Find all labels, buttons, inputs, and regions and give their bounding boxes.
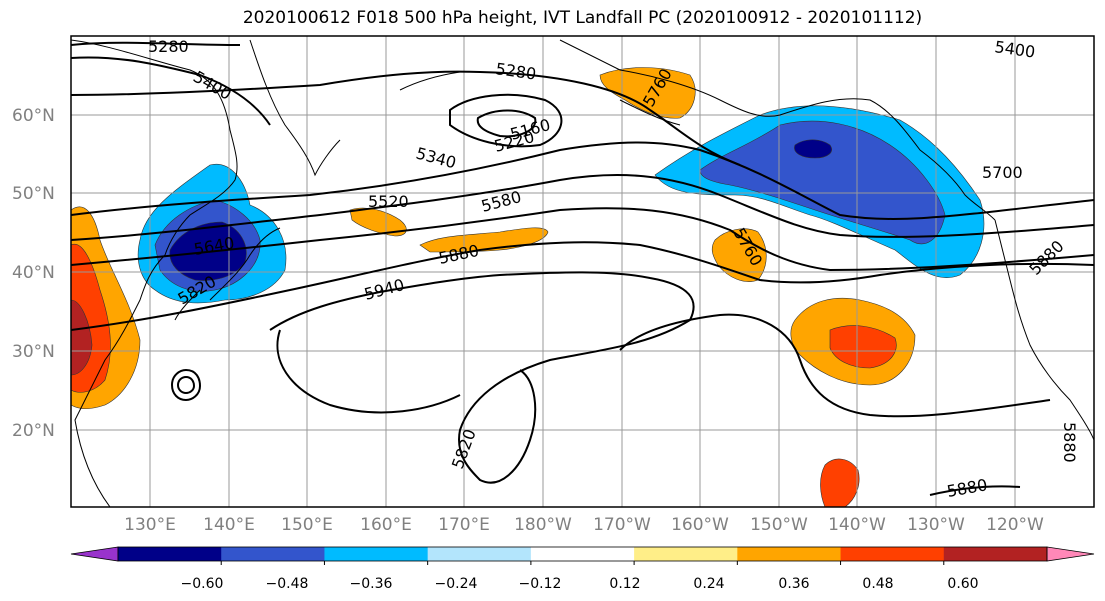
- lon-label: 150°W: [750, 515, 808, 535]
- contour-high-ring: [170, 368, 202, 402]
- ivt-negative-region-gulf-alaska-core: [699, 120, 946, 245]
- coastline-kamchatka: [249, 39, 341, 177]
- contour-5280-north: [71, 41, 241, 46]
- colorbar-extend-high: [1046, 546, 1095, 562]
- colorbar-segment: [530, 547, 635, 561]
- ivt-negative-region-gulf-alaska-max: [794, 139, 832, 159]
- contour-5580: [71, 174, 1094, 241]
- map-panel: 5280 5400 5280 5160 5220 5340 5520 5580 …: [12, 35, 1095, 535]
- ivt-positive-region-aleutian: [599, 67, 696, 119]
- contour-5880-east: [619, 313, 1051, 418]
- lat-label-40n: 40°N: [12, 263, 55, 283]
- ivt-positive-region-hawaii-ne-core: [829, 325, 897, 369]
- lon-label: 170°W: [593, 515, 651, 535]
- map-title: 2020100612 F018 500 hPa height, IVT Land…: [242, 8, 923, 28]
- lon-label: 120°W: [986, 515, 1044, 535]
- contour-5400-nw: [71, 56, 271, 126]
- colorbar-tick-label: −0.48: [266, 576, 309, 592]
- colorbar-segment: [221, 547, 325, 561]
- ivt-positive-region-asia-coast-max: [71, 299, 93, 376]
- contour-5940-south: [276, 329, 461, 414]
- lat-label-30n: 30°N: [12, 342, 55, 362]
- gridlines: [71, 36, 1094, 507]
- height-contours: [71, 41, 1094, 496]
- contour-label: 5280: [148, 37, 189, 56]
- contour-5640: [71, 207, 1094, 272]
- lon-label: 130°E: [124, 515, 176, 535]
- contour-5340: [71, 70, 741, 166]
- contour-high-ring-inner: [176, 375, 196, 395]
- colorbar-tick-label: −0.60: [181, 576, 224, 592]
- lat-label-60n: 60°N: [12, 106, 55, 126]
- lon-label: 140°W: [828, 515, 886, 535]
- lon-label: 180°W: [514, 515, 572, 535]
- lon-label: 170°E: [438, 515, 490, 535]
- colorbar-tick-label: 0.24: [693, 576, 724, 592]
- lon-label: 140°E: [203, 515, 255, 535]
- ivt-shading: [71, 67, 985, 507]
- contour-label: 5700: [982, 163, 1023, 182]
- colorbar-extend-low: [70, 546, 119, 562]
- contour-5880-mid: [71, 241, 1094, 331]
- contour-label: 5520: [368, 192, 409, 211]
- lon-label: 130°W: [907, 515, 965, 535]
- colorbar-segments: [70, 546, 1095, 565]
- ivt-positive-region-nw: [349, 207, 407, 237]
- lon-label: 160°W: [671, 515, 729, 535]
- colorbar-segment: [943, 547, 1048, 561]
- colorbar-segment: [840, 547, 945, 561]
- contour-5880-se: [929, 485, 1021, 496]
- colorbar-tick-label: −0.24: [435, 576, 478, 592]
- ivt-positive-region-south: [820, 458, 860, 507]
- colorbar-segment: [634, 547, 738, 561]
- lon-label: 150°E: [281, 515, 333, 535]
- coastline-japan: [174, 227, 281, 321]
- colorbar-tick-label: −0.12: [519, 576, 562, 592]
- map-frame: [70, 35, 1095, 508]
- contour-label: 5880: [1060, 422, 1079, 463]
- colorbar-frame: [117, 546, 1048, 562]
- colorbar-segment: [737, 547, 842, 561]
- colorbar-ticks: −0.60 −0.48 −0.36 −0.24 −0.12 0.12 0.24 …: [181, 576, 979, 592]
- latitude-labels: 60°N 50°N 40°N 30°N 20°N: [12, 106, 55, 441]
- lat-label-20n: 20°N: [12, 421, 55, 441]
- colorbar-tick-label: 0.60: [947, 576, 978, 592]
- colorbar-tick-label: 0.48: [862, 576, 893, 592]
- colorbar-tick-label: −0.36: [350, 576, 393, 592]
- contour-5940: [269, 271, 695, 484]
- colorbar-tick-label: 0.36: [778, 576, 809, 592]
- contour-5520: [71, 141, 1094, 221]
- colorbar-segment: [427, 547, 532, 561]
- coastline-alaska: [559, 39, 996, 221]
- colorbar-segment: [118, 547, 222, 561]
- contour-low-center: [449, 93, 563, 148]
- colorbar-segment: [324, 547, 429, 561]
- colorbar-tick-label: 0.12: [609, 576, 640, 592]
- coastline-aleutians: [399, 71, 681, 126]
- longitude-labels: 130°E 140°E 150°E 160°E 170°E 180°W 170°…: [124, 515, 1044, 535]
- contour-low-inner: [476, 109, 537, 138]
- lon-label: 160°E: [360, 515, 412, 535]
- lat-label-50n: 50°N: [12, 184, 55, 204]
